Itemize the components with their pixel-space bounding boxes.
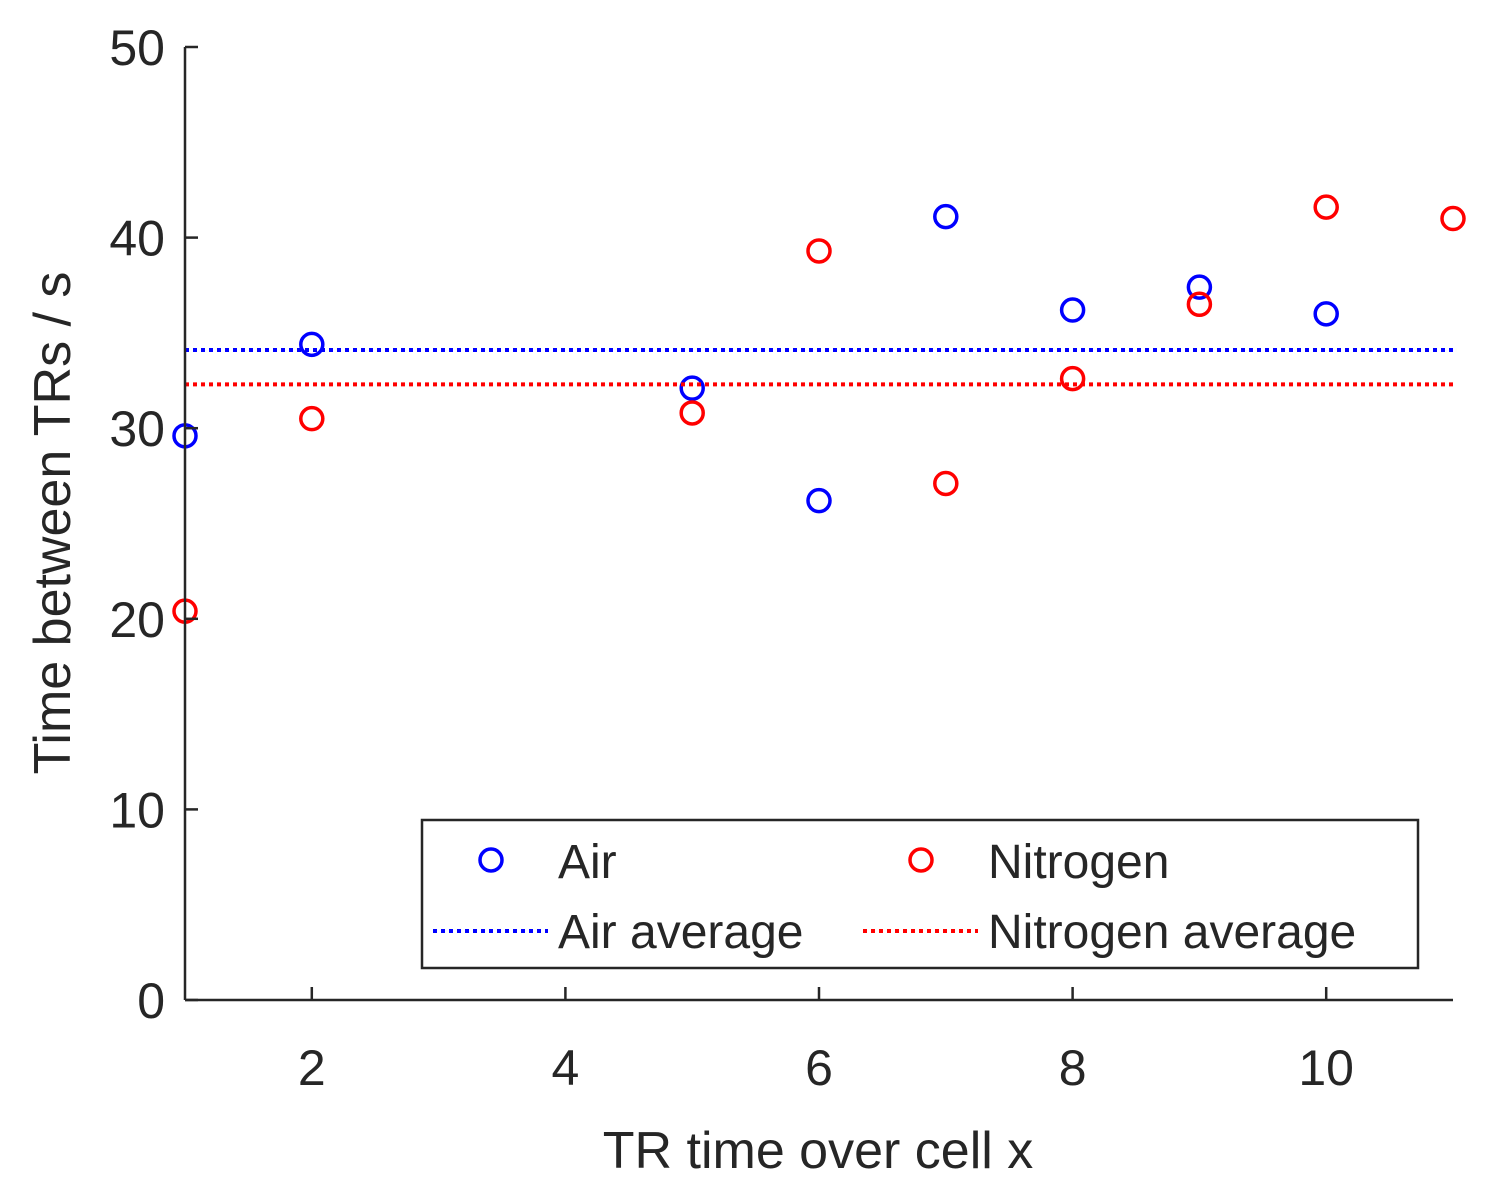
y-tick-label: 20 <box>109 592 165 648</box>
x-tick-label: 10 <box>1298 1040 1354 1096</box>
x-tick-label: 4 <box>551 1040 579 1096</box>
legend-air-marker <box>478 847 504 873</box>
x-tick-label: 6 <box>805 1040 833 1096</box>
legend-nitrogen-marker <box>908 847 934 873</box>
x-tick-label: 2 <box>298 1040 326 1096</box>
nitrogen-point <box>1059 365 1086 392</box>
air-point <box>1186 274 1213 300</box>
air-point <box>1313 301 1339 327</box>
x-axis-label: TR time over cell x <box>603 1122 1034 1180</box>
legend-air-label: Air <box>558 836 617 889</box>
nitrogen-point <box>679 400 705 426</box>
x-ticks: 2 4 6 8 10 <box>298 987 1354 1096</box>
x-tick-label: 8 <box>1059 1040 1087 1096</box>
nitrogen-point <box>1313 194 1339 220</box>
y-tick-label: 10 <box>109 782 165 838</box>
air-point <box>933 203 959 230</box>
air-point <box>679 375 705 401</box>
plot-area <box>172 194 1466 624</box>
y-axis-label: Time between TRs / s <box>24 272 82 775</box>
nitrogen-point <box>1440 205 1466 232</box>
y-tick-label: 40 <box>109 211 165 267</box>
legend: Air Nitrogen Air average Nitrogen averag… <box>420 818 1420 970</box>
legend-air-average-label: Air average <box>558 906 803 959</box>
nitrogen-point <box>299 405 325 432</box>
y-tick-label: 50 <box>109 20 165 76</box>
legend-nitrogen-label: Nitrogen <box>988 836 1169 889</box>
nitrogen-point <box>806 238 832 264</box>
air-point <box>299 331 325 358</box>
air-point <box>1059 297 1086 323</box>
y-tick-label: 30 <box>109 401 165 457</box>
legend-box <box>420 818 1420 970</box>
nitrogen-point <box>1186 291 1213 318</box>
air-point <box>806 487 832 514</box>
y-tick-label: 0 <box>137 973 165 1029</box>
legend-nitrogen-average-label: Nitrogen average <box>988 906 1356 959</box>
y-ticks: 0 10 20 30 40 50 <box>109 20 198 1029</box>
nitrogen-point <box>933 470 959 497</box>
